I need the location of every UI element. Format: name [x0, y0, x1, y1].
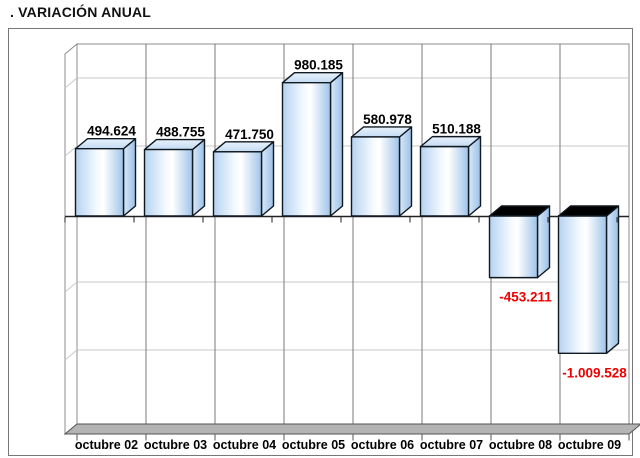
bar-value-label: -1.009.528	[562, 365, 627, 380]
bar-value-label: 471.750	[225, 127, 274, 142]
bar-front-face	[281, 81, 332, 217]
bar-value-label: 494.624	[87, 124, 136, 139]
bar-value-label: 510.188	[432, 122, 481, 137]
bar-side-face	[467, 135, 482, 217]
chart-floor	[63, 423, 640, 435]
bar-value-label: 488.755	[156, 125, 205, 140]
bars	[74, 71, 620, 354]
value-labels: 494.624 488.755 471.750 980.185 580.978 510.1…	[87, 58, 627, 381]
x-axis-label: octubre 09	[558, 438, 621, 452]
x-axis-labels: octubre 02 octubre 03 octubre 04 octubre 05…	[75, 438, 621, 452]
bar-side-face	[191, 138, 206, 217]
bar-side-face	[398, 126, 413, 217]
bar-octubre-07	[419, 135, 482, 217]
bar-front-face	[419, 145, 470, 217]
bar-value-label: 980.185	[294, 58, 343, 73]
x-axis-label: octubre 06	[351, 438, 414, 452]
bar-front-face	[143, 148, 194, 217]
bar-front-face	[212, 151, 263, 217]
bar-front-face	[488, 215, 539, 279]
bar-octubre-02	[74, 138, 137, 217]
chart-frame	[8, 28, 633, 456]
bar-side-face	[536, 205, 551, 279]
bar-side-face	[329, 71, 344, 217]
bar-front-face	[557, 215, 608, 354]
bar-side-face	[122, 138, 137, 217]
bar-value-label: -453.211	[499, 290, 552, 305]
bar-octubre-09	[557, 205, 620, 354]
bar-octubre-08	[488, 205, 551, 279]
bar-side-face	[605, 205, 620, 354]
x-axis-label: octubre 05	[282, 438, 345, 452]
bar-value-label: 580.978	[363, 112, 412, 127]
bar-side-face	[260, 141, 275, 217]
x-axis-label: octubre 02	[75, 438, 138, 452]
bar-front-face	[350, 136, 401, 217]
x-axis-label: octubre 07	[420, 438, 483, 452]
bar-octubre-03	[143, 138, 206, 217]
axis-ticks	[64, 217, 630, 441]
x-axis-label: octubre 04	[213, 438, 276, 452]
x-axis-label: octubre 03	[144, 438, 207, 452]
bar-octubre-06	[350, 126, 413, 217]
chart-title: . VARIACIÓN ANUAL	[10, 3, 151, 20]
x-axis-label: octubre 08	[489, 438, 552, 452]
bar-octubre-05	[281, 71, 344, 217]
bar-octubre-04	[212, 141, 275, 217]
left-wall	[64, 42, 78, 436]
bar-front-face	[74, 148, 125, 217]
